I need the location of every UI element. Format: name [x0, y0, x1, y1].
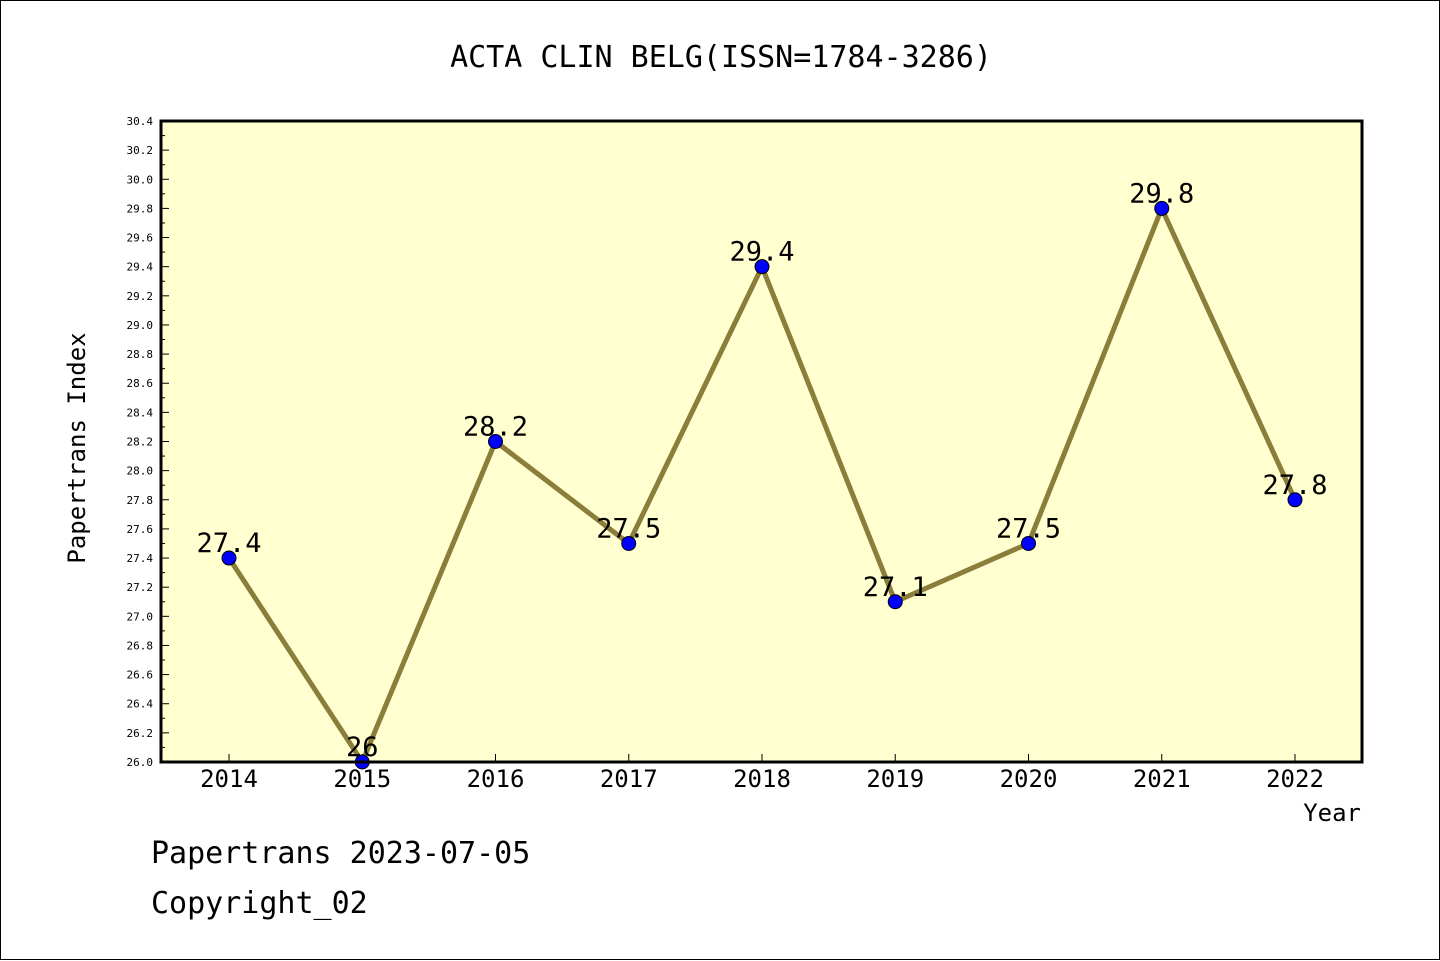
y-tick-label: 27.2	[127, 581, 154, 594]
y-tick-label: 26.2	[127, 727, 154, 740]
footer-date-text: Papertrans 2023-07-05	[151, 836, 531, 871]
y-axis-ticks: 26.0 26.2 26.4 26.6 26.8 27.0 27.2 27.4 27.6 27.8…	[127, 115, 169, 769]
y-tick-label: 30.4	[127, 115, 154, 128]
footer-copyright-text: Copyright_02	[151, 886, 368, 921]
y-tick-label: 26.0	[127, 756, 154, 769]
x-tick-label: 2021	[1133, 765, 1191, 793]
x-tick-label: 2019	[866, 765, 924, 793]
data-label: 26	[346, 732, 379, 763]
data-point	[754, 259, 770, 275]
data-label: 27.1	[863, 572, 928, 603]
y-tick-label: 29.8	[127, 202, 154, 215]
y-tick-label: 30.2	[127, 144, 154, 157]
data-point	[1021, 535, 1036, 551]
data-label: 27.4	[196, 528, 261, 559]
y-tick-label: 29.2	[127, 290, 154, 303]
data-point	[221, 550, 237, 566]
y-tick-label: 30.0	[127, 173, 154, 186]
y-tick-label: 26.8	[127, 639, 154, 652]
data-label: 29.4	[729, 237, 794, 268]
x-tick-label: 2020	[1000, 765, 1058, 793]
y-tick-label: 28.2	[127, 436, 154, 449]
x-tick-label: 2017	[600, 765, 658, 793]
x-tick-label: 2015	[333, 765, 391, 793]
y-tick-label: 27.0	[127, 610, 154, 623]
x-axis-label: Year	[1303, 799, 1361, 827]
y-tick-label: 28.6	[127, 377, 154, 390]
data-label: 28.2	[463, 412, 528, 443]
data-label: 27.5	[996, 513, 1061, 544]
data-point	[488, 434, 503, 449]
data-point	[1287, 492, 1303, 508]
data-point	[887, 594, 903, 610]
y-tick-label: 29.6	[127, 232, 154, 245]
series-group: 27.4 26 28.2 27.5 29.4 27.1 27.5 29.8 27.8	[196, 178, 1328, 770]
x-tick-label: 2014	[200, 765, 258, 793]
x-tick-label: 2022	[1266, 765, 1324, 793]
data-label: 27.5	[596, 513, 661, 544]
x-tick-label: 2018	[733, 765, 791, 793]
y-tick-label: 28.0	[127, 465, 154, 478]
y-tick-label: 26.4	[127, 698, 154, 711]
x-tick-label: 2016	[467, 765, 525, 793]
data-label: 29.8	[1129, 178, 1194, 209]
y-tick-label: 28.4	[127, 406, 154, 419]
data-point	[621, 535, 637, 551]
y-tick-label: 27.6	[127, 523, 154, 536]
y-tick-label: 29.4	[127, 261, 154, 274]
y-tick-label: 29.0	[127, 319, 154, 332]
chart-title: ACTA CLIN BELG(ISSN=1784-3286)	[450, 40, 992, 75]
y-tick-label: 27.4	[127, 552, 154, 565]
x-axis-ticks: 2014 2015 2016 2017 2018 2019 2020 2021 2022	[200, 754, 1324, 793]
y-tick-label: 26.6	[127, 669, 154, 682]
plot-area	[161, 121, 1362, 762]
data-point	[1154, 200, 1170, 216]
y-axis-label: Papertrans Index	[63, 332, 91, 563]
y-tick-label: 27.8	[127, 494, 154, 507]
data-label: 27.8	[1262, 470, 1327, 501]
y-tick-label: 28.8	[127, 348, 154, 361]
plot-frame	[159, 119, 1364, 764]
